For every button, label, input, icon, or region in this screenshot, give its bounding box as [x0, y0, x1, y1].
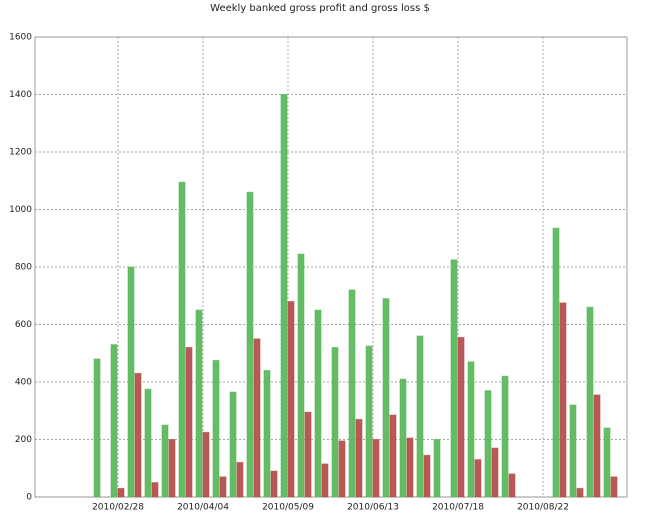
bar	[314, 309, 322, 498]
bar	[474, 459, 482, 498]
y-tick-label: 600	[15, 320, 32, 330]
bar	[185, 347, 193, 498]
bar	[127, 266, 135, 498]
bar	[134, 372, 142, 498]
bar	[263, 370, 271, 498]
bar	[280, 94, 288, 498]
bar	[246, 191, 254, 498]
bar	[212, 359, 220, 498]
bar	[423, 454, 431, 498]
y-tick-label: 200	[15, 435, 32, 445]
bar	[593, 394, 601, 498]
bar	[484, 390, 492, 498]
bar	[457, 336, 465, 498]
bar	[93, 358, 101, 498]
bar	[151, 482, 159, 498]
bar	[508, 473, 516, 498]
bar	[467, 361, 475, 498]
y-tick-label: 1400	[9, 90, 32, 100]
bar	[610, 476, 618, 498]
bar	[297, 253, 305, 498]
y-tick-label: 0	[26, 493, 32, 503]
bar	[331, 347, 339, 498]
bar	[219, 476, 227, 498]
y-tick-label: 400	[15, 378, 32, 388]
bar	[168, 439, 176, 498]
bar	[195, 309, 203, 498]
bar	[287, 301, 295, 498]
y-tick-label: 1600	[9, 33, 32, 43]
bar	[576, 487, 584, 498]
y-tick-label: 1000	[9, 205, 32, 215]
bar	[348, 289, 356, 498]
x-tick-label: 2010/04/04	[177, 503, 229, 513]
bar	[491, 447, 499, 498]
bar	[229, 391, 237, 498]
bar	[603, 427, 611, 498]
bar	[355, 418, 363, 498]
y-tick-label: 1200	[9, 148, 32, 158]
bar	[406, 437, 414, 498]
x-tick-label: 2010/07/18	[432, 503, 484, 513]
bar	[569, 404, 577, 498]
bar	[552, 227, 560, 498]
bar	[304, 411, 312, 498]
y-tick-label: 800	[15, 263, 32, 273]
bar	[416, 335, 424, 498]
bar	[399, 378, 407, 498]
bar	[202, 431, 210, 498]
bar	[433, 439, 441, 498]
bar	[144, 388, 152, 498]
bar	[586, 306, 594, 498]
bar	[117, 487, 125, 498]
bar	[178, 181, 186, 498]
bar	[321, 463, 329, 498]
x-tick-label: 2010/02/28	[92, 503, 144, 513]
bar	[450, 259, 458, 498]
bar	[338, 440, 346, 498]
bar	[372, 439, 380, 498]
chart-title: Weekly banked gross profit and gross los…	[210, 3, 430, 14]
bar	[270, 470, 278, 498]
bar	[365, 345, 373, 498]
bar	[110, 344, 118, 498]
x-tick-label: 2010/05/09	[262, 503, 314, 513]
bar	[236, 462, 244, 498]
bar	[559, 302, 567, 498]
x-tick-label: 2010/08/22	[517, 503, 569, 513]
bar	[382, 298, 390, 498]
bar	[161, 424, 169, 498]
bar	[501, 375, 509, 498]
bar	[389, 414, 397, 498]
bar	[253, 338, 261, 498]
x-tick-label: 2010/06/13	[347, 503, 399, 513]
